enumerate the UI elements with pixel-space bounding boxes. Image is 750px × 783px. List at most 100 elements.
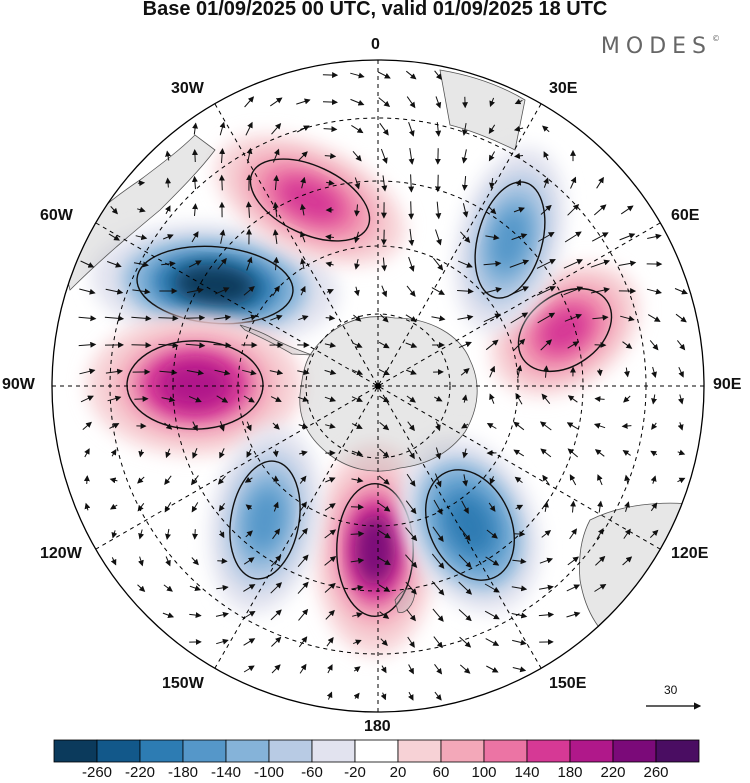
wind-vector: [459, 636, 472, 648]
wind-vector: [107, 395, 122, 402]
wind-vector: [461, 422, 469, 429]
wind-vector: [351, 423, 363, 429]
wind-vector: [354, 259, 360, 270]
wind-vector: [165, 205, 171, 215]
wind-vector: [567, 556, 580, 566]
wind-vector: [138, 449, 145, 458]
wind-vector: [566, 422, 579, 430]
contour-line: [517, 287, 613, 373]
wind-vector: [245, 121, 253, 136]
colorbar-swatch: [354, 739, 399, 763]
wind-vector: [379, 122, 389, 136]
wind-vector: [457, 260, 473, 268]
wind-vector: [434, 691, 442, 701]
wind-vector: [109, 423, 120, 429]
wind-vector: [405, 369, 417, 375]
wind-vector: [405, 500, 417, 515]
wind-vector: [299, 450, 308, 457]
wind-vector: [405, 554, 418, 569]
wind-vector: [137, 476, 145, 484]
wind-vector: [164, 475, 172, 485]
lon-label-120w: 120W: [40, 545, 82, 562]
wind-vector: [593, 423, 606, 429]
colorbar-label: -140: [210, 764, 242, 781]
wind-vector: [241, 314, 257, 321]
wind-vector: [190, 475, 199, 486]
wind-vector: [380, 692, 387, 701]
colorbar-label: -60: [301, 764, 323, 781]
lon-label-30e: 30E: [549, 80, 578, 97]
wind-vector: [245, 504, 253, 511]
wind-vector: [270, 582, 283, 594]
wind-vector: [677, 477, 686, 484]
wind-vector: [351, 124, 364, 134]
colorbar-swatch: [655, 739, 700, 763]
wind-vector: [158, 315, 179, 322]
colorbar: [53, 739, 700, 763]
wind-vector: [269, 369, 284, 376]
wind-vector: [434, 473, 442, 488]
wind-vector: [158, 342, 179, 349]
wind-vector: [381, 175, 388, 192]
wind-vector: [407, 421, 415, 432]
wind-vector: [271, 664, 281, 674]
wind-vector: [299, 230, 306, 243]
wind-vector: [488, 206, 497, 215]
wind-vector: [406, 285, 416, 297]
wind-vector: [351, 477, 364, 484]
wind-vector: [406, 395, 416, 403]
wind-vector: [408, 256, 415, 272]
wind-vector: [324, 582, 336, 593]
wind-vector: [272, 285, 280, 296]
wind-vector: [299, 475, 307, 484]
wind-vector: [596, 528, 604, 540]
wind-vector: [647, 314, 661, 322]
antarctic-peninsula-land: [239, 324, 313, 356]
wind-vector: [674, 288, 688, 295]
wind-vector: [462, 203, 469, 218]
colorbar-swatch: [311, 739, 356, 763]
wind-vector: [109, 477, 118, 484]
wind-vector: [432, 608, 444, 622]
wind-vector: [567, 448, 579, 458]
colorbar-swatch: [397, 739, 442, 763]
wind-vector: [597, 474, 603, 486]
wind-vector: [185, 342, 206, 349]
wind-vector: [489, 97, 496, 108]
wind-vector: [566, 584, 581, 592]
wind-vector: [458, 341, 472, 349]
colorbar-swatch: [53, 739, 98, 763]
wind-vector: [189, 612, 202, 619]
wind-vector: [623, 395, 631, 403]
wind-vector: [408, 122, 415, 137]
wind-vector: [513, 338, 526, 351]
wind-vector: [162, 612, 175, 618]
wind-vector: [378, 475, 390, 485]
wind-vector: [163, 584, 173, 592]
wind-vector: [543, 151, 549, 161]
wind-vector: [512, 558, 527, 565]
wind-vector: [192, 529, 199, 540]
wind-vector: [352, 342, 363, 348]
wind-vector: [435, 96, 442, 109]
wind-vector: [377, 556, 391, 566]
wind-vector: [243, 286, 255, 296]
wind-vector: [137, 584, 146, 592]
wind-vector: [325, 314, 336, 321]
wind-vector: [219, 448, 225, 459]
wind-vector: [597, 500, 604, 513]
wind-vector: [243, 557, 255, 565]
wind-vector: [677, 422, 684, 431]
wind-vector: [457, 314, 474, 321]
wind-vector: [405, 527, 418, 542]
wind-vector: [539, 421, 552, 431]
wind-vector: [189, 585, 202, 591]
wind-vector: [243, 610, 256, 619]
wind-vector: [245, 530, 253, 538]
wind-vector: [271, 123, 282, 135]
wind-vector: [104, 315, 125, 322]
wind-vector: [649, 340, 659, 351]
wind-vector: [651, 394, 658, 405]
wind-vector: [405, 70, 417, 80]
wind-vector: [218, 174, 225, 191]
